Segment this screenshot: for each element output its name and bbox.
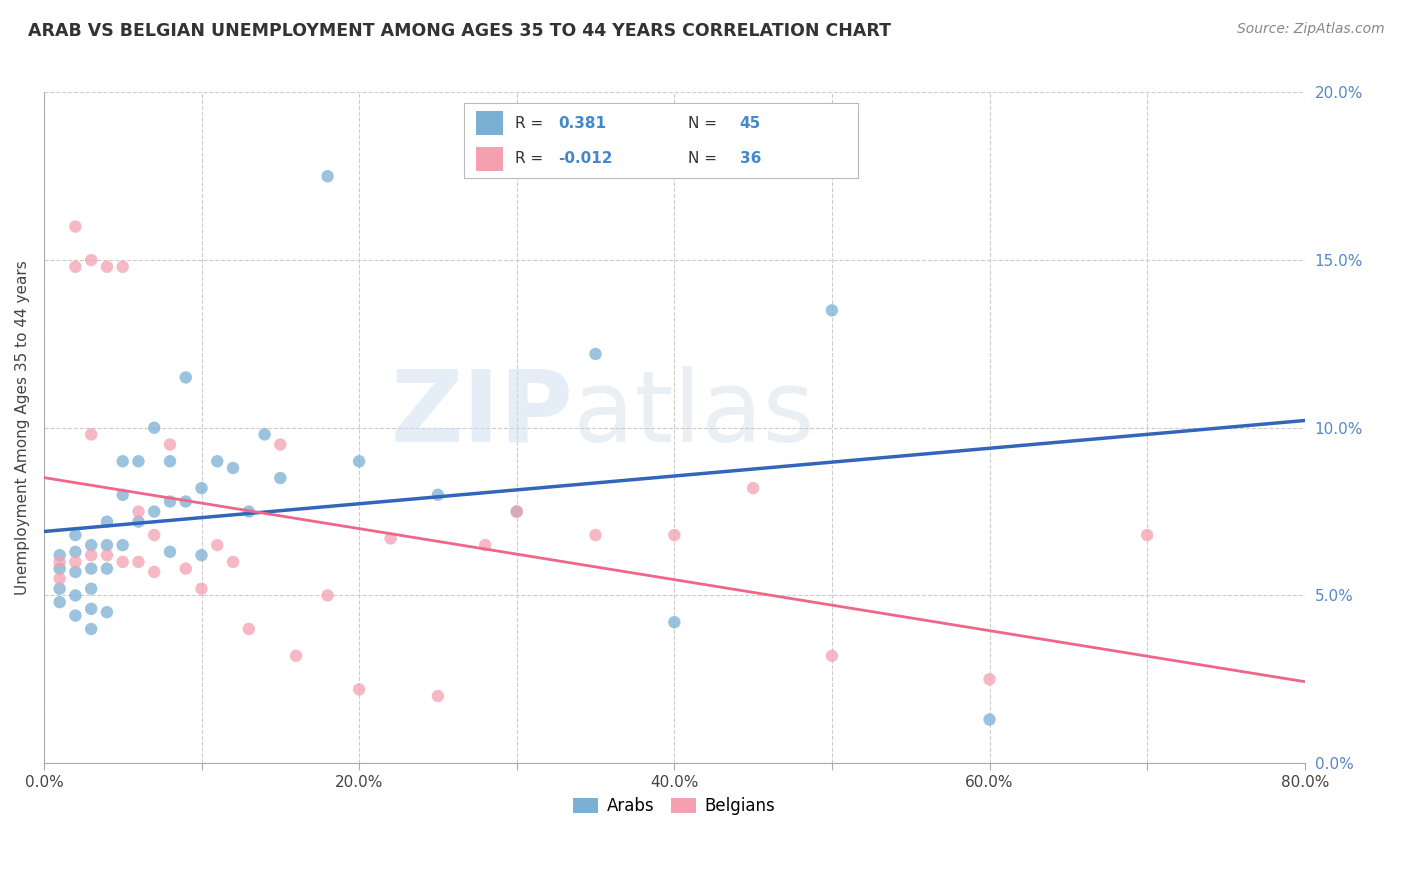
Text: Source: ZipAtlas.com: Source: ZipAtlas.com	[1237, 22, 1385, 37]
Point	[174, 561, 197, 575]
Point	[316, 589, 339, 603]
Point	[664, 615, 686, 630]
Point	[269, 437, 291, 451]
Point	[80, 582, 103, 596]
Point	[253, 427, 276, 442]
Point	[238, 622, 260, 636]
Point	[821, 648, 844, 663]
Point	[65, 555, 87, 569]
Y-axis label: Unemployment Among Ages 35 to 44 years: Unemployment Among Ages 35 to 44 years	[15, 260, 30, 595]
Point	[506, 505, 529, 519]
Point	[96, 605, 118, 619]
Point	[80, 602, 103, 616]
Point	[127, 454, 149, 468]
Point	[174, 370, 197, 384]
Point	[80, 561, 103, 575]
Text: N =: N =	[689, 116, 717, 130]
FancyBboxPatch shape	[475, 111, 503, 136]
Point	[585, 528, 607, 542]
Point	[207, 538, 229, 552]
Legend: Arabs, Belgians: Arabs, Belgians	[567, 790, 782, 822]
Point	[821, 303, 844, 318]
Point	[48, 572, 70, 586]
Point	[143, 565, 166, 579]
Point	[111, 555, 134, 569]
Point	[80, 427, 103, 442]
Point	[285, 648, 308, 663]
FancyBboxPatch shape	[475, 146, 503, 171]
Point	[127, 555, 149, 569]
Point	[269, 471, 291, 485]
Point	[159, 437, 181, 451]
Point	[143, 505, 166, 519]
Point	[174, 494, 197, 508]
Point	[48, 561, 70, 575]
Point	[65, 260, 87, 274]
Text: 36: 36	[740, 151, 761, 166]
Text: R =: R =	[515, 151, 543, 166]
Point	[664, 528, 686, 542]
Text: ARAB VS BELGIAN UNEMPLOYMENT AMONG AGES 35 TO 44 YEARS CORRELATION CHART: ARAB VS BELGIAN UNEMPLOYMENT AMONG AGES …	[28, 22, 891, 40]
Point	[48, 555, 70, 569]
Point	[316, 169, 339, 184]
Point	[426, 689, 449, 703]
Point	[48, 582, 70, 596]
Point	[347, 682, 370, 697]
Point	[222, 555, 245, 569]
Point	[742, 481, 765, 495]
Point	[65, 589, 87, 603]
Point	[127, 505, 149, 519]
Point	[979, 673, 1001, 687]
Text: -0.012: -0.012	[558, 151, 613, 166]
Text: 45: 45	[740, 116, 761, 130]
Point	[65, 565, 87, 579]
Text: 0.381: 0.381	[558, 116, 606, 130]
Point	[190, 481, 212, 495]
Text: atlas: atlas	[574, 366, 815, 463]
Text: R =: R =	[515, 116, 543, 130]
Point	[143, 528, 166, 542]
Point	[474, 538, 496, 552]
Point	[1136, 528, 1159, 542]
Point	[111, 454, 134, 468]
Point	[127, 515, 149, 529]
Point	[48, 548, 70, 562]
Text: ZIP: ZIP	[391, 366, 574, 463]
Point	[238, 505, 260, 519]
Point	[190, 582, 212, 596]
Point	[96, 548, 118, 562]
Point	[65, 219, 87, 234]
Point	[65, 545, 87, 559]
Point	[506, 505, 529, 519]
Point	[65, 528, 87, 542]
Point	[96, 260, 118, 274]
Point	[65, 608, 87, 623]
Point	[80, 538, 103, 552]
Point	[96, 538, 118, 552]
Point	[111, 260, 134, 274]
Point	[48, 595, 70, 609]
Point	[380, 532, 402, 546]
Point	[80, 622, 103, 636]
Point	[96, 561, 118, 575]
Point	[426, 488, 449, 502]
Point	[96, 515, 118, 529]
Point	[159, 545, 181, 559]
Point	[222, 461, 245, 475]
Point	[80, 253, 103, 268]
Point	[347, 454, 370, 468]
Point	[111, 488, 134, 502]
Point	[159, 454, 181, 468]
Text: N =: N =	[689, 151, 717, 166]
Point	[111, 538, 134, 552]
Point	[979, 713, 1001, 727]
Point	[143, 421, 166, 435]
Point	[190, 548, 212, 562]
Point	[80, 548, 103, 562]
Point	[585, 347, 607, 361]
Point	[159, 494, 181, 508]
Point	[207, 454, 229, 468]
